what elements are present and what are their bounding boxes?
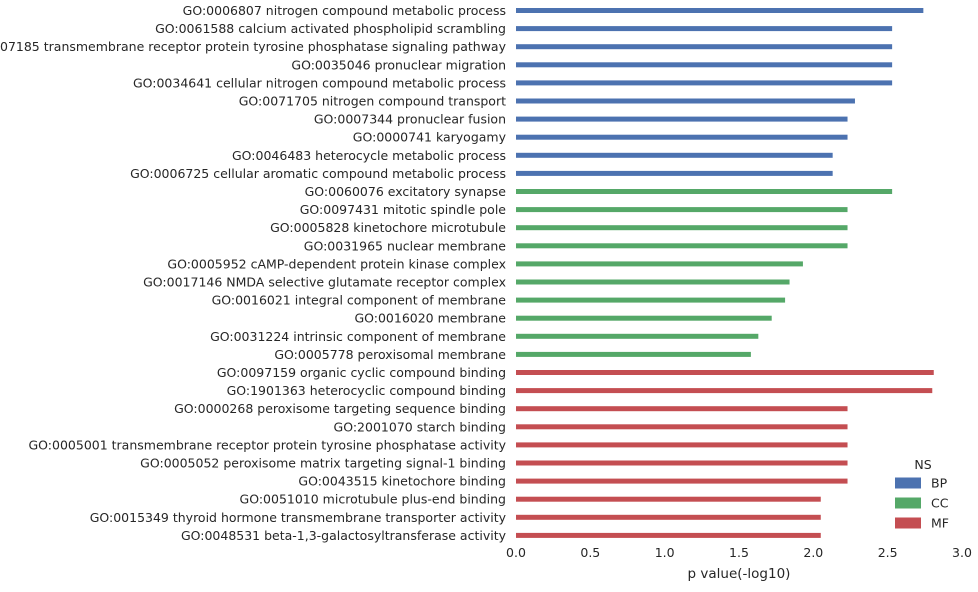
category-label: GO:0031224 intrinsic component of membra… (210, 329, 506, 344)
category-label: GO:1901363 heterocyclic compound binding (227, 383, 506, 398)
bar (516, 333, 759, 339)
category-label: GO:0006807 nitrogen compound metabolic p… (183, 3, 506, 18)
category-label: GO:0005778 peroxisomal membrane (274, 347, 506, 362)
bar (516, 189, 893, 194)
x-tick-label: 1.5 (729, 545, 749, 560)
category-label: GO:0006725 cellular aromatic compound me… (130, 166, 506, 181)
bar (516, 116, 848, 122)
category-label: GO:0043515 kinetochore binding (298, 474, 506, 489)
bar (516, 261, 803, 267)
category-label: GO:0007185 transmembrane receptor protei… (0, 39, 507, 54)
x-tick-label: 2.0 (803, 545, 823, 560)
legend-swatch (895, 517, 921, 529)
legend-label: BP (931, 476, 948, 491)
category-label: GO:0051010 microtubule plus-end binding (240, 492, 506, 507)
category-label: GO:0007344 pronuclear fusion (314, 112, 506, 127)
legend-entries: BP CC MF (895, 476, 949, 531)
x-tick-label: 1.0 (655, 545, 675, 560)
bar (516, 8, 924, 13)
bars-group (516, 8, 934, 538)
category-label: GO:0097159 organic cyclic compound bindi… (217, 365, 506, 380)
category-label: GO:2001070 starch binding (334, 419, 506, 434)
category-label: GO:0016021 integral component of membran… (212, 293, 507, 308)
bar (516, 388, 933, 394)
bar (516, 496, 821, 502)
x-tick-label: 3.0 (952, 545, 972, 560)
category-label: GO:0005828 kinetochore microtubule (270, 220, 506, 235)
x-tick-label: 2.5 (878, 545, 898, 560)
bar (516, 80, 893, 86)
category-label: GO:0034641 cellular nitrogen compound me… (133, 75, 506, 90)
bar (516, 134, 848, 140)
bar (516, 279, 790, 285)
legend-swatch (895, 497, 921, 509)
bar (516, 152, 833, 158)
bar (516, 62, 893, 68)
category-label: GO:0060076 excitatory synapse (305, 184, 507, 199)
bar (516, 297, 786, 303)
x-tick-label: 0.0 (506, 545, 526, 560)
category-label: GO:0046483 heterocycle metabolic process (232, 148, 506, 163)
category-label: GO:0005952 cAMP-dependent protein kinase… (167, 256, 506, 271)
category-label: GO:0048531 beta-1,3-galactosyltransferas… (181, 528, 507, 543)
bar (516, 243, 848, 249)
category-label: GO:0035046 pronuclear migration (291, 57, 506, 72)
bar (516, 315, 772, 321)
bar (516, 460, 848, 466)
bar (516, 44, 893, 50)
category-label: GO:0005052 peroxisome matrix targeting s… (140, 456, 506, 471)
bar (516, 26, 893, 32)
bar (516, 424, 848, 430)
bar (516, 532, 821, 538)
category-label: GO:0015349 thyroid hormone transmembrane… (90, 510, 507, 525)
category-label: GO:0016020 membrane (354, 311, 506, 326)
legend-title: NS (914, 457, 931, 472)
bar (516, 207, 848, 213)
bar (516, 514, 821, 520)
x-axis-ticks: 0.0 0.5 1.0 1.5 2.0 2.5 3.0 (506, 545, 972, 560)
bar (516, 406, 848, 412)
category-label: GO:0000741 karyogamy (353, 130, 507, 145)
bar (516, 478, 848, 484)
category-label: GO:0017146 NMDA selective glutamate rece… (143, 275, 506, 290)
bar (516, 370, 934, 375)
category-label: GO:0005001 transmembrane receptor protei… (28, 437, 506, 452)
legend-label: MF (931, 516, 949, 531)
legend-swatch (895, 477, 921, 489)
category-labels: GO:0006807 nitrogen compound metabolic p… (0, 3, 507, 543)
category-label: GO:0061588 calcium activated phospholipi… (155, 21, 506, 36)
bar (516, 225, 848, 231)
category-label: GO:0071705 nitrogen compound transport (239, 94, 506, 109)
bar (516, 442, 848, 448)
x-axis-label: p value(-log10) (688, 566, 791, 582)
legend-label: CC (931, 496, 949, 511)
bar (516, 170, 833, 176)
category-label: GO:0000268 peroxisome targeting sequence… (174, 401, 506, 416)
legend: NS BP CC MF (895, 457, 949, 531)
bar (516, 351, 751, 357)
category-label: GO:0097431 mitotic spindle pole (300, 202, 507, 217)
category-label: GO:0031965 nuclear membrane (304, 238, 507, 253)
x-tick-label: 0.5 (580, 545, 600, 560)
bar (516, 98, 855, 104)
